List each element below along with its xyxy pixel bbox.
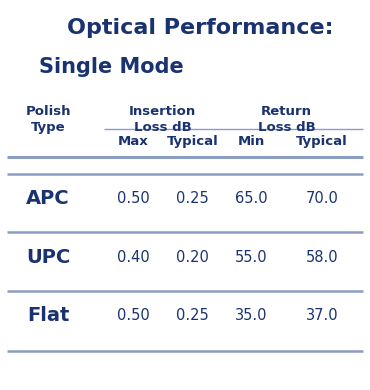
Text: UPC: UPC	[26, 248, 70, 267]
Text: Insertion
Loss dB: Insertion Loss dB	[129, 105, 196, 134]
Text: 0.25: 0.25	[176, 191, 209, 206]
Text: Single Mode: Single Mode	[38, 57, 184, 76]
Text: 0.40: 0.40	[117, 250, 149, 265]
Text: 0.20: 0.20	[176, 250, 209, 265]
Text: 55.0: 55.0	[235, 250, 268, 265]
Text: Flat: Flat	[27, 307, 69, 325]
Text: 65.0: 65.0	[235, 191, 268, 206]
Text: Return
Loss dB: Return Loss dB	[258, 105, 316, 134]
Text: Typical: Typical	[296, 135, 348, 148]
Text: Polish
Type: Polish Type	[26, 105, 71, 134]
Text: 58.0: 58.0	[306, 250, 338, 265]
Text: 0.50: 0.50	[117, 191, 149, 206]
Text: Max: Max	[118, 135, 149, 148]
Text: APC: APC	[26, 190, 70, 208]
Text: 70.0: 70.0	[306, 191, 338, 206]
Text: Typical: Typical	[166, 135, 218, 148]
Text: 0.50: 0.50	[117, 308, 149, 323]
Text: Min: Min	[238, 135, 265, 148]
Text: 37.0: 37.0	[306, 308, 338, 323]
Text: 0.25: 0.25	[176, 308, 209, 323]
Text: 35.0: 35.0	[235, 308, 268, 323]
Text: Optical Performance:: Optical Performance:	[67, 18, 333, 37]
